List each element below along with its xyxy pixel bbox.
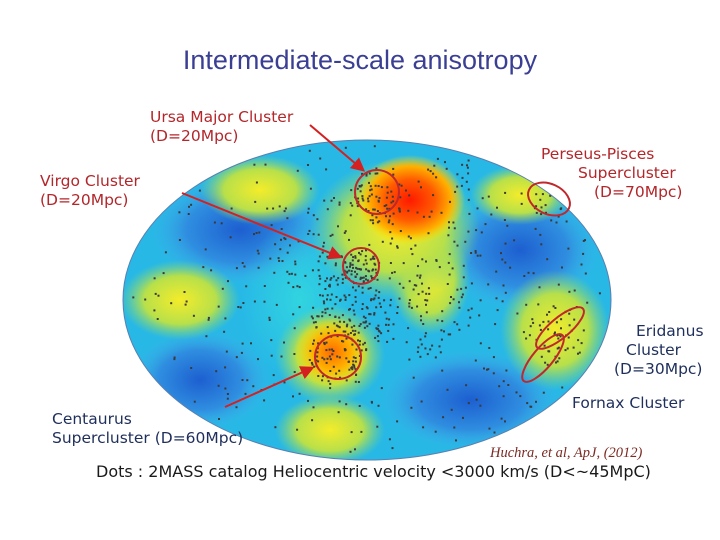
perseus-pisces-circle	[527, 181, 571, 217]
perseus-pisces-type: Supercluster	[578, 164, 676, 182]
centaurus-name: Centaurus	[52, 410, 132, 428]
fornax-label: Fornax Cluster	[572, 394, 685, 412]
ursa-major-circle	[354, 169, 400, 215]
ursa-major-arrow	[309, 124, 366, 172]
eridanus-type: Cluster	[626, 341, 682, 359]
ursa-major-label: Ursa Major Cluster (D=20Mpc)	[150, 108, 293, 146]
virgo-circle	[342, 247, 380, 285]
eridanus-distance: (D=30Mpc)	[614, 360, 703, 378]
centaurus-distance: Supercluster (D=60Mpc)	[52, 429, 244, 447]
virgo-label: Virgo Cluster (D=20Mpc)	[40, 172, 140, 210]
eridanus-name: Eridanus	[636, 322, 704, 340]
eridanus-label: Eridanus Cluster (D=30Mpc)	[614, 322, 704, 379]
eridanus-circle	[535, 306, 585, 350]
ursa-major-name: Ursa Major Cluster	[150, 108, 294, 126]
perseus-pisces-distance: (D=70Mpc)	[594, 183, 683, 201]
perseus-pisces-label: Perseus-Pisces Supercluster (D=70Mpc)	[541, 145, 682, 202]
density-map	[123, 140, 611, 460]
centaurus-arrow	[224, 366, 315, 408]
virgo-name: Virgo Cluster	[40, 172, 140, 190]
centaurus-circle	[314, 334, 362, 380]
virgo-distance: (D=20Mpc)	[40, 191, 129, 209]
slide-title: Intermediate-scale anisotropy	[182, 45, 538, 75]
ursa-major-distance: (D=20Mpc)	[150, 127, 239, 145]
virgo-arrow	[181, 192, 343, 260]
caption: Dots : 2MASS catalog Heliocentric veloci…	[96, 462, 651, 481]
citation: Huchra, et al, ApJ, (2012)	[490, 445, 643, 461]
fornax-circle	[521, 333, 565, 383]
centaurus-label: Centaurus Supercluster (D=60Mpc)	[52, 410, 243, 448]
perseus-pisces-name: Perseus-Pisces	[541, 145, 655, 163]
